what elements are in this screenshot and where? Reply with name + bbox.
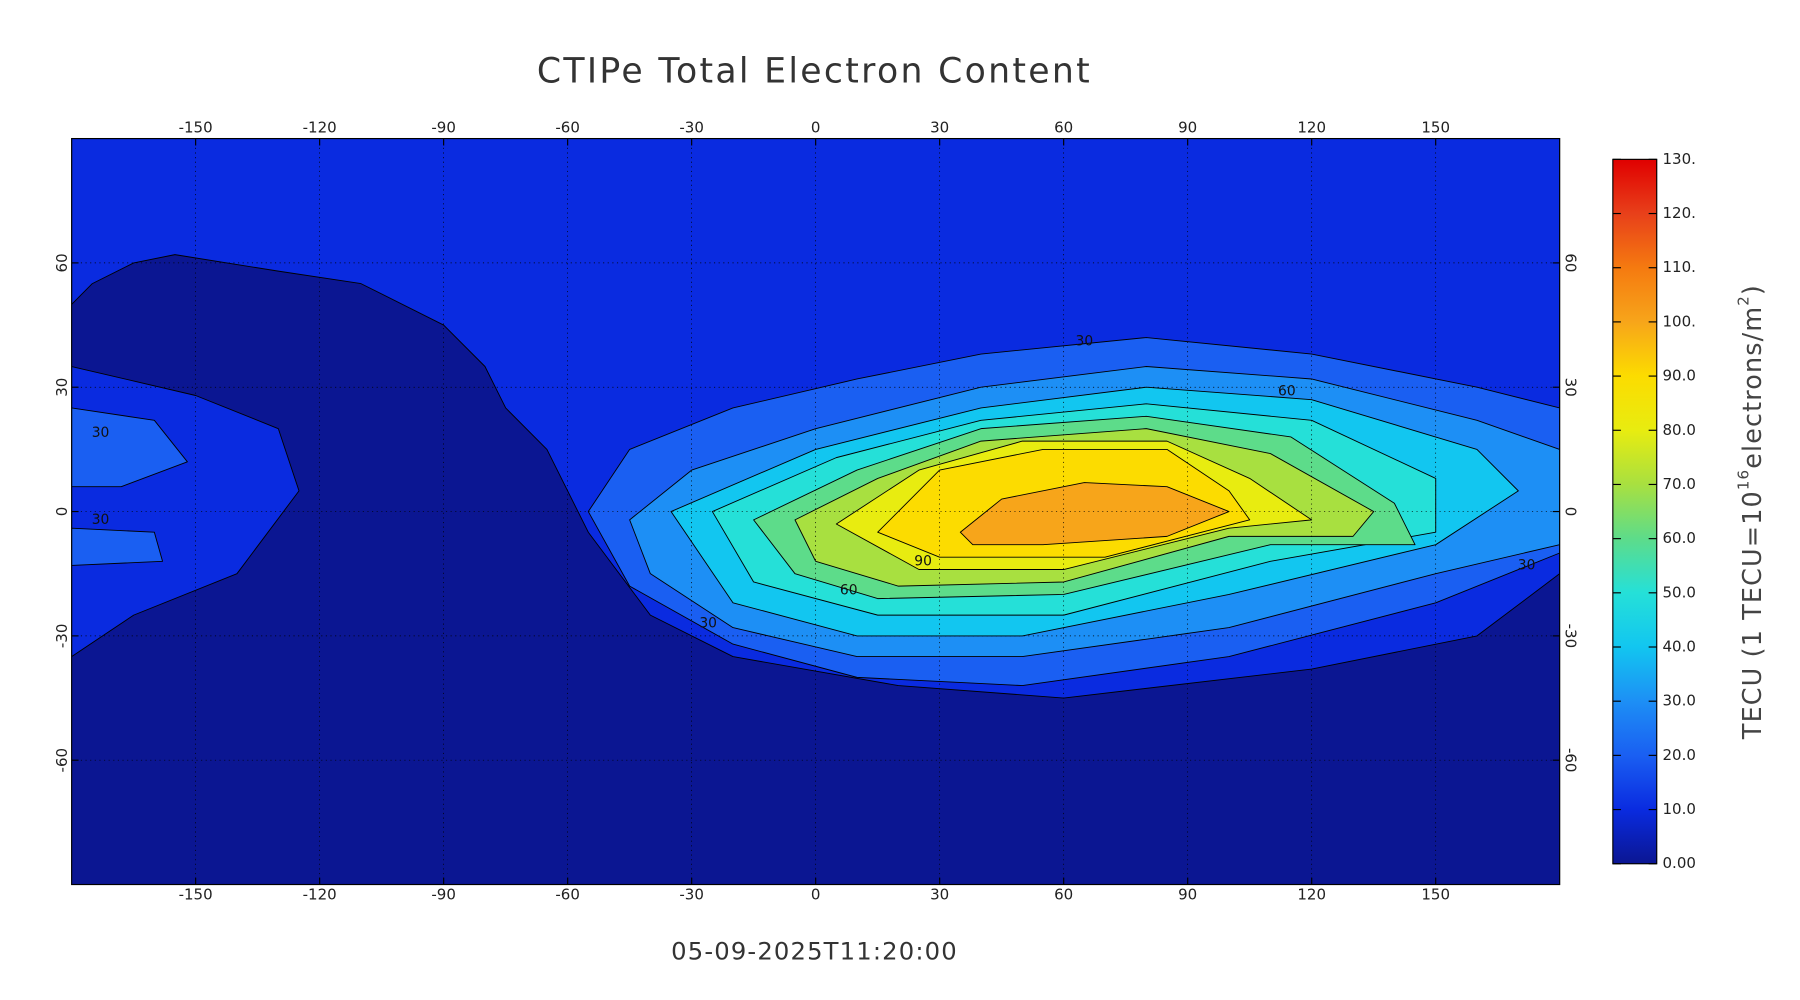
contour-label: 60	[1278, 383, 1296, 399]
x-tick-label: -30	[679, 119, 704, 137]
x-tick-label: 120	[1297, 885, 1326, 903]
colorbar-label-part: 2	[1734, 295, 1752, 306]
x-tick-label: -60	[555, 885, 580, 903]
x-tick-label: 90	[1178, 119, 1197, 137]
colorbar-tick-label: 50.0	[1663, 583, 1696, 601]
y-tick-label: -30	[53, 624, 71, 648]
x-tick-label: -150	[179, 119, 213, 137]
y-tick-label: -60	[53, 748, 71, 772]
contour-label: 30	[92, 425, 110, 441]
colorbar	[1612, 158, 1658, 865]
colorbar-tick-label: 20.0	[1663, 746, 1696, 764]
colorbar-tick-label: 130.	[1663, 150, 1696, 168]
x-tick-label: -90	[431, 885, 456, 903]
x-tick-label: 90	[1178, 885, 1197, 903]
x-tick-label: -120	[303, 885, 337, 903]
colorbar-label-part: TECU (1 TECU=10	[1737, 490, 1767, 740]
colorbar-tick-label: 60.0	[1663, 529, 1696, 547]
colorbar-tick-label: 80.0	[1663, 421, 1696, 439]
colorbar-tick-label: 70.0	[1663, 475, 1696, 493]
x-tick-label: -150	[179, 885, 213, 903]
colorbar-tick-label: 0.00	[1663, 854, 1696, 872]
contour-label: 30	[92, 512, 110, 528]
y-tick-label: -30	[1562, 624, 1580, 648]
x-tick-label: 120	[1297, 119, 1326, 137]
x-tick-label: 30	[930, 119, 949, 137]
colorbar-tick-label: 30.0	[1663, 692, 1696, 710]
y-tick-label: 30	[1562, 378, 1580, 397]
colorbar-label-part: electrons/m	[1737, 306, 1767, 469]
x-tick-label: 0	[811, 119, 821, 137]
x-tick-label: -30	[679, 885, 704, 903]
colorbar-tick-label: 100.	[1663, 312, 1696, 330]
plot-frame	[71, 137, 1561, 886]
x-tick-label: 60	[1054, 119, 1073, 137]
contour-label: 30	[1518, 557, 1536, 573]
y-tick-label: 60	[1562, 253, 1580, 272]
colorbar-tick-label: 120.	[1663, 204, 1696, 222]
contour-label: 30	[699, 615, 717, 631]
contour-label: 90	[914, 553, 932, 569]
x-tick-label: 150	[1421, 119, 1450, 137]
x-tick-label: 150	[1421, 885, 1450, 903]
colorbar-label-part: 16	[1734, 469, 1752, 490]
y-tick-label: 0	[1562, 507, 1580, 517]
y-tick-label: 0	[53, 507, 71, 517]
colorbar-tick-label: 40.0	[1663, 638, 1696, 656]
colorbar-tick-label: 90.0	[1663, 367, 1696, 385]
contour-label: 30	[1076, 334, 1094, 350]
x-tick-label: 60	[1054, 885, 1073, 903]
contour-label: 60	[840, 582, 858, 598]
colorbar-tick-label: 10.0	[1663, 800, 1696, 818]
timestamp: 05-09-2025T11:20:00	[671, 937, 958, 966]
colorbar-tick-label: 110.	[1663, 258, 1696, 276]
x-tick-label: 30	[930, 885, 949, 903]
y-tick-label: 60	[53, 253, 71, 272]
contour-band	[959, 482, 1230, 546]
y-tick-label: -60	[1562, 748, 1580, 772]
x-tick-label: -90	[431, 119, 456, 137]
y-tick-label: 30	[53, 378, 71, 397]
chart-title: CTIPe Total Electron Content	[537, 52, 1092, 92]
x-tick-label: 0	[811, 885, 821, 903]
colorbar-label: TECU (1 TECU=1016electrons/m2)	[1734, 284, 1767, 740]
x-tick-label: -60	[555, 119, 580, 137]
colorbar-label-part: )	[1737, 284, 1767, 295]
x-tick-label: -120	[303, 119, 337, 137]
overlay: -150 -150 -120 -120 -90 -90 -60 -60 -30 -30 0 0 30 30…	[53, 119, 1767, 904]
